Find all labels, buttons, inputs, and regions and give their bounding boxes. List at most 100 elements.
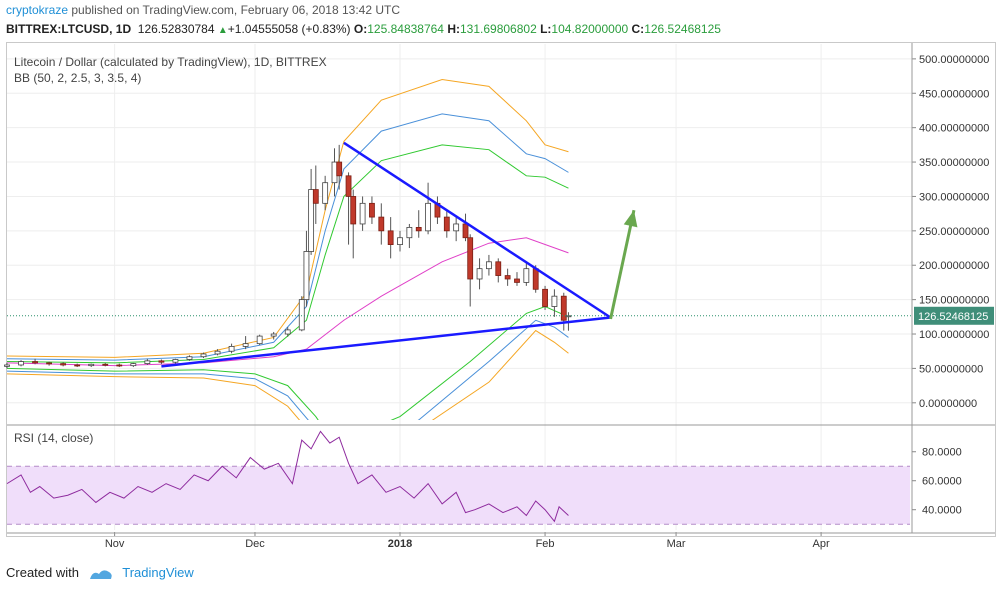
band-lower-3 — [7, 319, 569, 420]
candle-body — [378, 216, 385, 232]
x-tick-label: Dec — [245, 538, 265, 550]
band-basis — [7, 237, 569, 367]
chart-title: Litecoin / Dollar (calculated by Trading… — [14, 55, 327, 69]
candle-body — [158, 360, 165, 363]
author-link[interactable]: cryptokraze — [6, 3, 69, 17]
candle-body — [387, 230, 394, 245]
band-group — [7, 79, 569, 420]
candle-body — [4, 364, 10, 367]
trendline — [343, 141, 612, 319]
candle-body — [514, 278, 520, 283]
y-tick-label: 0.00000000 — [919, 398, 977, 410]
open-label: O: — [353, 22, 368, 36]
x-tick-label: Apr — [813, 538, 830, 550]
candle-body — [200, 353, 207, 358]
x-tick-label: 2018 — [388, 538, 412, 550]
rsi-line — [6, 430, 569, 523]
created-with-text: Created with — [6, 565, 79, 580]
candle-body — [46, 362, 53, 365]
candle-body — [18, 361, 24, 366]
high-value: 131.69806802 — [460, 22, 537, 36]
candle-body — [359, 202, 366, 225]
indicator-label: BB (50, 2, 2.5, 3, 3.5, 4) — [14, 71, 141, 85]
published-text: published on TradingView.com, February 0… — [71, 3, 401, 17]
y-tick-label: 450.00000000 — [919, 88, 989, 100]
candle-body — [425, 202, 431, 232]
candle-body — [308, 189, 315, 252]
band-upper-3 — [7, 113, 569, 361]
candle-body — [453, 223, 460, 232]
candle-body — [443, 216, 450, 232]
y-tick-label: 150.00000000 — [919, 295, 989, 307]
candle-body — [350, 196, 357, 225]
rsi-band — [7, 466, 910, 525]
x-tick-label: Nov — [105, 538, 125, 550]
x-tick-label: Feb — [536, 538, 555, 550]
symbol-label: BITTREX:LTCUSD, 1D — [6, 22, 132, 36]
candle-body — [415, 227, 422, 232]
candle-body — [172, 359, 179, 363]
candle-body — [214, 350, 221, 355]
candle-body — [270, 333, 277, 337]
candle-body — [467, 237, 474, 280]
candle-body — [322, 182, 329, 204]
candle-body — [144, 360, 151, 364]
candle-body — [298, 299, 305, 331]
high-label: H: — [447, 22, 460, 36]
trendlines — [161, 141, 638, 368]
y-tick-label: 100.00000000 — [919, 329, 989, 341]
chart-frame — [6, 42, 996, 537]
candle-body — [560, 295, 567, 321]
candle-body — [551, 295, 558, 307]
open-value: 125.84838764 — [367, 22, 444, 36]
candle-body — [462, 223, 469, 239]
y-tick-label: 50.00000000 — [919, 363, 983, 375]
low-value: 104.82000000 — [551, 22, 629, 36]
y-tick-label: 250.00000000 — [919, 226, 989, 238]
candle-body — [345, 175, 352, 197]
up-triangle-icon: ▲ — [217, 25, 228, 36]
candle-body — [228, 345, 235, 352]
y-tick-label: 400.00000000 — [919, 123, 989, 135]
rsi-y-tick-label: 60.0000 — [922, 476, 962, 488]
candle-body — [312, 189, 319, 204]
projection-arrowhead — [623, 210, 638, 228]
y-tick-label: 350.00000000 — [919, 157, 989, 169]
last-price: 126.52830784 — [137, 22, 215, 36]
candle-body — [32, 361, 38, 364]
candle-body — [476, 268, 483, 280]
candle-body — [486, 261, 492, 270]
footer: Created with TradingView — [6, 565, 194, 580]
publication-line: cryptokraze published on TradingView.com… — [6, 3, 400, 17]
close-value: 126.52468125 — [644, 22, 721, 36]
candle-body — [242, 343, 249, 347]
candle-body — [542, 288, 548, 307]
band-upper-2 — [7, 144, 569, 364]
band-lower-4 — [7, 329, 569, 420]
candle-body — [284, 329, 291, 335]
candle-body — [130, 363, 137, 367]
candle-body — [102, 363, 109, 366]
tradingview-link[interactable]: TradingView — [122, 565, 194, 580]
current-price-tag — [914, 306, 994, 325]
close-label: C: — [631, 22, 645, 36]
candle-body — [336, 161, 343, 177]
low-label: L: — [540, 22, 552, 36]
rsi-y-tick-label: 80.0000 — [922, 447, 962, 459]
candle-body — [504, 275, 511, 280]
candle-body — [331, 161, 338, 184]
change-value: +1.04555058 (+0.83%) — [227, 22, 351, 36]
rsi-title: RSI (14, close) — [14, 431, 93, 445]
candle-body — [397, 237, 403, 245]
x-tick-label: Mar — [667, 538, 686, 550]
candle-body — [495, 261, 502, 276]
candle-body — [60, 363, 67, 366]
current-price-label: 126.52468125 — [918, 311, 988, 323]
projection-arrow — [609, 209, 636, 320]
axes: 500.00000000 450.00000000 400.00000000 350.… — [7, 43, 995, 550]
ohlc-line: BITTREX:LTCUSD, 1D 126.52830784 ▲+1.0455… — [6, 22, 721, 36]
rsi-y-tick-label: 40.0000 — [922, 505, 962, 517]
bollinger-bands — [7, 79, 569, 420]
y-tick-label: 500.00000000 — [919, 54, 989, 66]
